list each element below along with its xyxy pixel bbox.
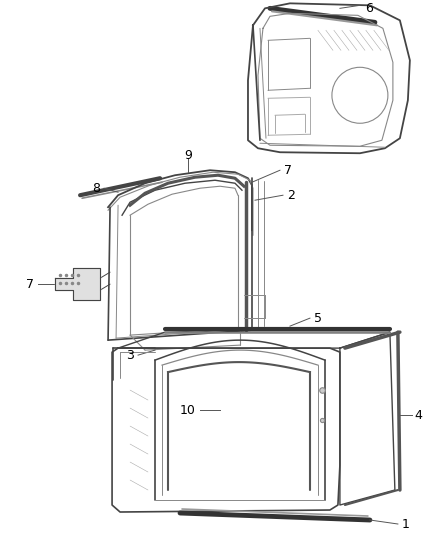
Text: 10: 10 <box>180 403 196 417</box>
Text: 7: 7 <box>284 164 292 177</box>
Text: 4: 4 <box>415 409 423 422</box>
Text: 1: 1 <box>402 518 410 530</box>
Text: 2: 2 <box>287 189 295 201</box>
Text: 5: 5 <box>314 312 322 325</box>
Text: 7: 7 <box>26 278 34 290</box>
Text: 3: 3 <box>126 349 134 361</box>
Text: 8: 8 <box>92 182 100 195</box>
Polygon shape <box>55 268 100 300</box>
Text: 6: 6 <box>365 2 373 15</box>
Text: 9: 9 <box>184 149 192 161</box>
